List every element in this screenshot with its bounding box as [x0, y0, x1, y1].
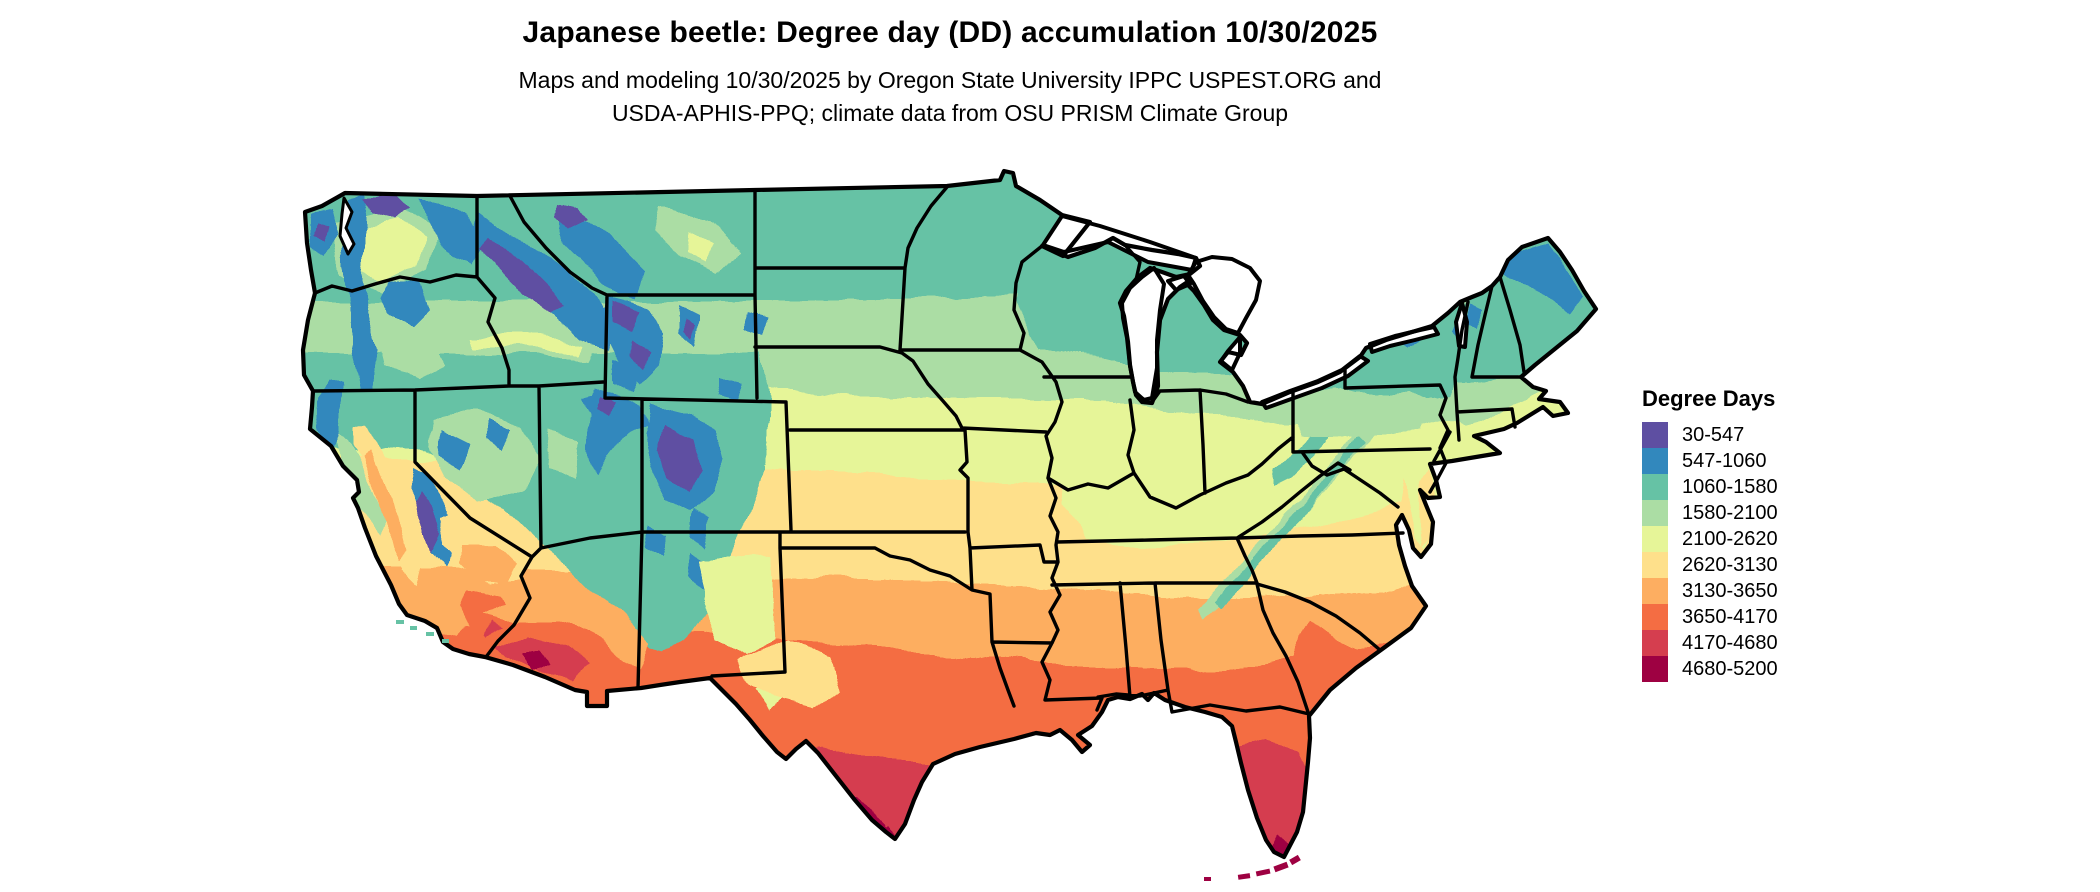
- legend-title: Degree Days: [1642, 386, 1776, 411]
- legend-item: 1060-1580: [1642, 474, 1778, 500]
- legend-label: 30-547: [1682, 423, 1745, 446]
- legend-item: 1580-2100: [1642, 500, 1778, 526]
- legend-swatch: [1642, 474, 1668, 500]
- florida-keys: [1204, 854, 1301, 881]
- lake-huron: [1186, 255, 1262, 335]
- legend-label: 3650-4170: [1682, 605, 1778, 628]
- legend: Degree Days 30-547 547-1060 1060-1580 1580-…: [1642, 386, 1778, 682]
- map-raster-field: [303, 171, 1596, 857]
- legend-swatch: [1642, 604, 1668, 630]
- legend-label: 4680-5200: [1682, 657, 1778, 680]
- legend-label: 547-1060: [1682, 449, 1767, 472]
- legend-item: 547-1060: [1642, 448, 1778, 474]
- legend-swatch: [1642, 552, 1668, 578]
- legend-swatch: [1642, 422, 1668, 448]
- legend-item: 4680-5200: [1642, 656, 1778, 682]
- legend-item: 30-547: [1642, 422, 1778, 448]
- subtitle-line-2: USDA-APHIS-PPQ; climate data from OSU PR…: [611, 100, 1289, 126]
- legend-swatch: [1642, 500, 1668, 526]
- header: Japanese beetle: Degree day (DD) accumul…: [300, 0, 1600, 130]
- legend-swatch: [1642, 578, 1668, 604]
- subtitle-line-1: Maps and modeling 10/30/2025 by Oregon S…: [518, 67, 1382, 93]
- channel-islands: [396, 620, 449, 643]
- legend-label: 3130-3650: [1682, 579, 1778, 602]
- puget-sound: [338, 196, 356, 256]
- legend-entries: 30-547 547-1060 1060-1580 1580-2100 2100-262…: [1642, 422, 1778, 682]
- legend-swatch: [1642, 448, 1668, 474]
- legend-label: 2620-3130: [1682, 553, 1778, 576]
- legend-label: 4170-4680: [1682, 631, 1778, 654]
- legend-item: 3650-4170: [1642, 604, 1778, 630]
- legend-item: 2620-3130: [1642, 552, 1778, 578]
- legend-swatch: [1642, 526, 1668, 552]
- legend-label: 1580-2100: [1682, 501, 1778, 524]
- legend-label: 1060-1580: [1682, 475, 1778, 498]
- great-lakes: [338, 196, 1469, 410]
- legend-item: 4170-4680: [1642, 630, 1778, 656]
- legend-item: 3130-3650: [1642, 578, 1778, 604]
- legend-swatch: [1642, 630, 1668, 656]
- legend-label: 2100-2620: [1682, 527, 1778, 550]
- legend-item: 2100-2620: [1642, 526, 1778, 552]
- us-outline: [300, 168, 1599, 860]
- legend-swatch: [1642, 656, 1668, 682]
- page-title: Japanese beetle: Degree day (DD) accumul…: [522, 16, 1378, 49]
